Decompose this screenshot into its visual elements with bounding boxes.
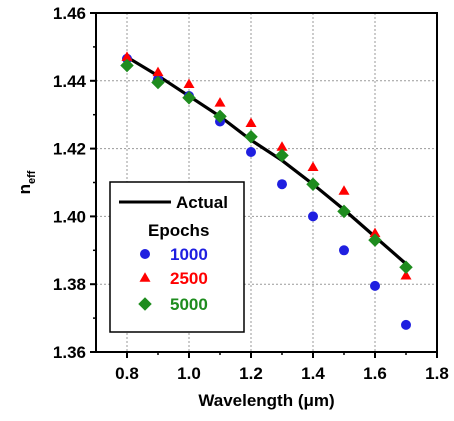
marker-2500-triangle [152,66,164,77]
legend-swatch-1000 [140,249,150,259]
marker-5000-diamond [151,75,165,90]
x-tick-label: 0.8 [115,364,139,383]
x-tick-label: 1.8 [425,364,449,383]
marker-5000-diamond [182,91,196,105]
marker-2500-triangle [276,141,288,151]
marker-1000-circle [370,280,380,291]
data-markers [120,51,413,330]
legend-items: 1000 2500 5000 [138,245,208,314]
legend-swatch-2500 [139,272,151,282]
y-tick-label: 1.44 [53,72,87,91]
y-tick-label: 1.42 [53,140,86,159]
y-axis-label-main: n [15,184,34,194]
y-tick-label: 1.38 [53,275,86,294]
marker-5000-diamond [275,148,289,163]
marker-2500-triangle [245,117,257,127]
y-axis-label: neff [15,170,38,194]
marker-2500-triangle [369,227,381,238]
marker-1000-circle [308,211,318,222]
x-tick-label: 1.4 [301,364,325,383]
x-tick-label: 1.2 [239,364,263,383]
marker-1000-circle [401,319,411,330]
marker-5000-diamond [306,177,320,191]
marker-5000-diamond [368,233,382,247]
marker-2500-triangle [121,51,133,61]
legend-label-actual: Actual [176,193,228,212]
marker-5000-diamond [120,58,134,73]
legend-group-title: Epochs [148,221,209,240]
legend-swatch-5000 [138,297,152,311]
legend: Actual Epochs 1000 2500 5000 [109,181,245,333]
marker-5000-diamond [337,204,351,219]
axis-ticks: 0.8 1.0 1.2 1.4 1.6 1.8 1.36 1.38 1.40 1.42 1.44 1.… [53,4,449,383]
y-axis-label-subscript: eff [26,170,38,184]
legend-label-5000: 5000 [170,295,208,314]
y-tick-label: 1.46 [53,4,86,23]
marker-2500-triangle [183,78,195,88]
marker-2500-triangle [400,270,412,280]
x-axis-label: Wavelength (μm) [198,391,334,410]
y-tick-label: 1.40 [53,207,86,226]
marker-5000-diamond [244,129,258,144]
x-tick-label: 1.6 [363,364,387,383]
x-tick-label: 1.0 [177,364,201,383]
actual-line-layer [126,55,408,266]
marker-5000-diamond [399,260,413,274]
marker-2500-triangle [214,97,226,107]
legend-label-1000: 1000 [170,245,208,264]
marker-2500-triangle [307,161,319,172]
marker-1000-circle [246,146,256,157]
marker-5000-diamond [213,109,227,124]
legend-label-2500: 2500 [170,269,208,288]
marker-1000-circle [339,245,349,256]
legend-box [109,181,245,333]
actual-line [126,55,408,266]
marker-1000-circle [277,179,287,190]
marker-2500-triangle [338,185,350,195]
y-tick-label: 1.36 [53,343,86,362]
